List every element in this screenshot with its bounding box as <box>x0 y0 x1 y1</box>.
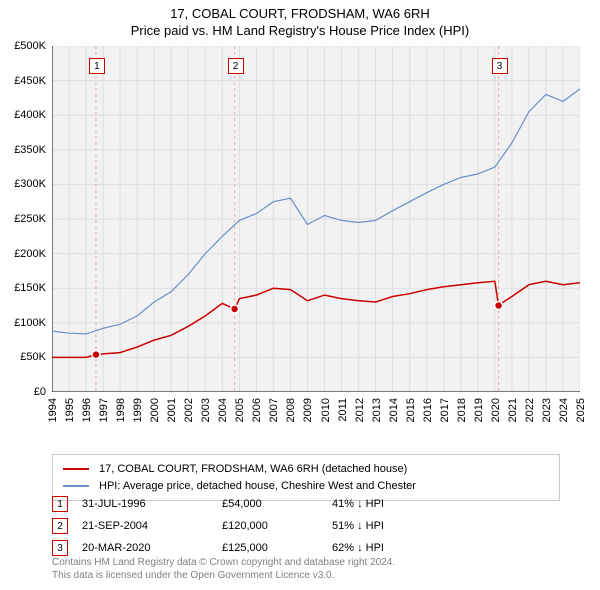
legend-label: 17, COBAL COURT, FRODSHAM, WA6 6RH (deta… <box>99 461 407 478</box>
event-date: 21-SEP-2004 <box>82 520 222 532</box>
x-tick-label: 2003 <box>200 398 212 422</box>
x-tick-label: 1999 <box>132 398 144 422</box>
x-tick-label: 2002 <box>183 398 195 422</box>
x-tick-label: 1995 <box>64 398 76 422</box>
chart-wrapper: 17, COBAL COURT, FRODSHAM, WA6 6RH Price… <box>0 0 600 590</box>
x-tick-label: 2022 <box>524 398 536 422</box>
legend-row: 17, COBAL COURT, FRODSHAM, WA6 6RH (deta… <box>63 461 549 478</box>
event-price: £125,000 <box>222 542 332 554</box>
event-pct: 41% ↓ HPI <box>332 498 472 510</box>
legend: 17, COBAL COURT, FRODSHAM, WA6 6RH (deta… <box>52 454 560 501</box>
event-pct: 62% ↓ HPI <box>332 542 472 554</box>
x-tick-label: 1997 <box>98 398 110 422</box>
y-tick-label: £0 <box>0 386 46 398</box>
y-tick-label: £50K <box>0 351 46 363</box>
legend-swatch <box>63 468 89 470</box>
y-tick-label: £350K <box>0 144 46 156</box>
event-marker-icon: 1 <box>52 496 68 512</box>
legend-swatch <box>63 485 89 487</box>
x-tick-label: 2011 <box>337 398 349 422</box>
x-tick-label: 2007 <box>268 398 280 422</box>
y-tick-label: £200K <box>0 248 46 260</box>
y-tick-label: £450K <box>0 75 46 87</box>
title-line-2: Price paid vs. HM Land Registry's House … <box>0 23 600 38</box>
chart-svg <box>52 46 580 392</box>
event-marker-label: 3 <box>492 58 508 74</box>
title-line-1: 17, COBAL COURT, FRODSHAM, WA6 6RH <box>0 6 600 21</box>
x-tick-label: 2017 <box>439 398 451 422</box>
x-tick-label: 2009 <box>302 398 314 422</box>
chart-titles: 17, COBAL COURT, FRODSHAM, WA6 6RH Price… <box>0 0 600 38</box>
events-table: 1 31-JUL-1996 £54,000 41% ↓ HPI 2 21-SEP… <box>52 496 472 556</box>
x-tick-label: 2001 <box>166 398 178 422</box>
event-price: £54,000 <box>222 498 332 510</box>
x-tick-label: 2015 <box>405 398 417 422</box>
event-date: 20-MAR-2020 <box>82 542 222 554</box>
x-tick-label: 2006 <box>251 398 263 422</box>
event-marker-icon: 2 <box>52 518 68 534</box>
event-date: 31-JUL-1996 <box>82 498 222 510</box>
x-tick-label: 2023 <box>541 398 553 422</box>
legend-row: HPI: Average price, detached house, Ches… <box>63 478 549 495</box>
x-tick-label: 2012 <box>354 398 366 422</box>
x-tick-label: 2014 <box>388 398 400 422</box>
x-tick-label: 2016 <box>422 398 434 422</box>
x-tick-label: 2019 <box>473 398 485 422</box>
event-pct: 51% ↓ HPI <box>332 520 472 532</box>
footer: Contains HM Land Registry data © Crown c… <box>52 556 395 582</box>
event-marker-label: 1 <box>89 58 105 74</box>
x-tick-label: 2010 <box>320 398 332 422</box>
event-price: £120,000 <box>222 520 332 532</box>
x-tick-label: 2008 <box>285 398 297 422</box>
footer-line-2: This data is licensed under the Open Gov… <box>52 569 395 582</box>
x-tick-label: 1994 <box>47 398 59 422</box>
y-tick-label: £150K <box>0 282 46 294</box>
x-tick-label: 2018 <box>456 398 468 422</box>
x-tick-label: 2020 <box>490 398 502 422</box>
y-tick-label: £100K <box>0 317 46 329</box>
y-tick-label: £300K <box>0 178 46 190</box>
x-tick-label: 2005 <box>234 398 246 422</box>
x-tick-label: 2024 <box>558 398 570 422</box>
x-tick-label: 1998 <box>115 398 127 422</box>
event-marker-label: 2 <box>228 58 244 74</box>
plot-area <box>52 46 580 392</box>
x-tick-label: 2025 <box>575 398 587 422</box>
x-tick-label: 2004 <box>217 398 229 422</box>
y-tick-label: £500K <box>0 40 46 52</box>
footer-line-1: Contains HM Land Registry data © Crown c… <box>52 556 395 569</box>
x-tick-label: 2021 <box>507 398 519 422</box>
legend-label: HPI: Average price, detached house, Ches… <box>99 478 416 495</box>
x-tick-label: 2000 <box>149 398 161 422</box>
x-tick-label: 1996 <box>81 398 93 422</box>
x-tick-label: 2013 <box>371 398 383 422</box>
y-tick-label: £250K <box>0 213 46 225</box>
event-marker-icon: 3 <box>52 540 68 556</box>
y-tick-label: £400K <box>0 109 46 121</box>
